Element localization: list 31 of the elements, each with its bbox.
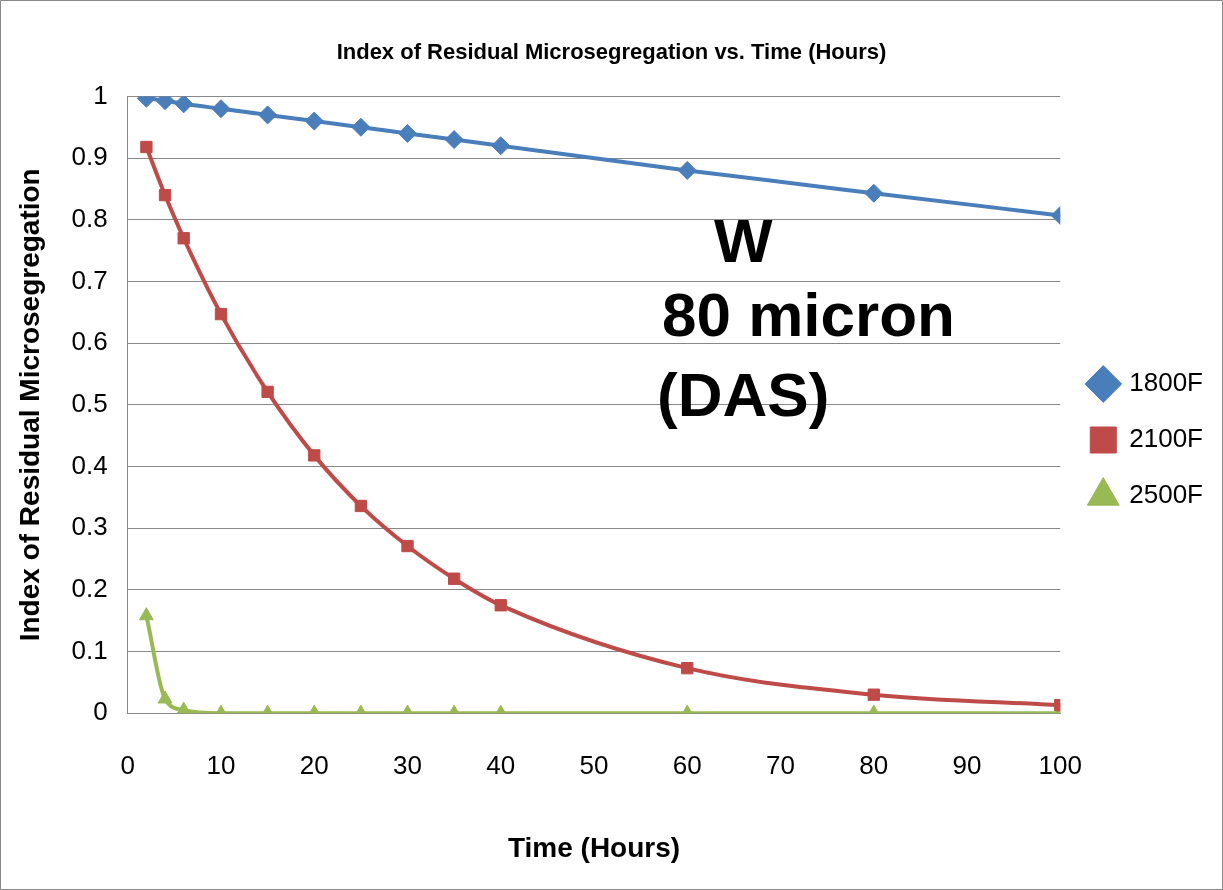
x-tick-label: 90: [952, 749, 982, 780]
y-tick-label: 0.8: [71, 202, 108, 233]
x-tick-label: 30: [393, 749, 422, 780]
y-tick-label: 1: [93, 79, 108, 110]
y-tick-label: 0.9: [71, 141, 108, 172]
annotation: (DAS): [657, 359, 830, 429]
y-tick-label: 0.6: [71, 326, 108, 357]
y-tick-label: 0.1: [71, 634, 108, 665]
x-tick-label: 0: [120, 749, 135, 780]
y-tick-label: 0: [93, 696, 108, 727]
annotation: 80 micron: [662, 279, 955, 349]
x-axis-title: Time (Hours): [507, 831, 681, 863]
y-tick-label: 0.5: [71, 387, 108, 418]
legend-label: 2100F: [1129, 423, 1204, 454]
x-tick-label: 80: [859, 749, 889, 780]
legend-label: 1800F: [1129, 367, 1204, 398]
y-axis-title: Index of Residual Microsegregation: [13, 168, 45, 642]
x-tick-label: 10: [206, 749, 236, 780]
x-tick-label: 50: [579, 749, 609, 780]
x-tick-label: 70: [766, 749, 795, 780]
y-tick-label: 0.3: [71, 511, 108, 542]
legend-label: 2500F: [1129, 479, 1204, 510]
x-tick-label: 60: [672, 749, 702, 780]
y-tick-label: 0.7: [71, 264, 108, 295]
x-tick-label: 40: [486, 749, 516, 780]
y-tick-label: 0.4: [71, 449, 108, 480]
y-tick-label: 0.2: [71, 573, 108, 604]
annotation: W: [713, 205, 773, 275]
x-tick-label: 20: [299, 749, 329, 780]
x-tick-label: 100: [1038, 749, 1082, 780]
chart-title: Index of Residual Microsegregation vs. Time (Hours): [336, 39, 887, 65]
